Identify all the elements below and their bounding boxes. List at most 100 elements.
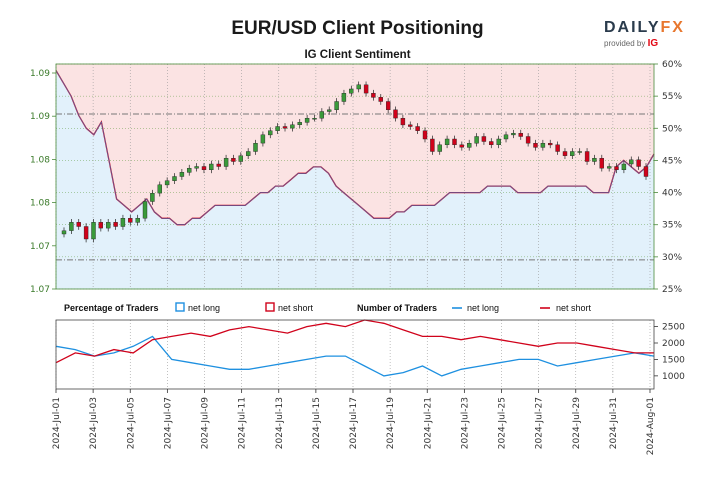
sentiment-tick-label: 55%	[662, 92, 682, 102]
price-tick-label: 1.09	[30, 112, 50, 122]
candle-body	[400, 117, 406, 126]
net-short-zone	[56, 64, 654, 225]
price-panel-border	[55, 63, 655, 290]
candle-body	[113, 222, 118, 227]
candle-body	[209, 163, 214, 171]
candle-body	[327, 109, 332, 112]
candle-body	[164, 180, 170, 186]
net-long-boundary-line	[55, 70, 655, 225]
date-tick-label: 2024-Jul-25	[498, 397, 508, 449]
candle-body	[120, 217, 126, 227]
candle-body	[467, 142, 472, 148]
date-tick-label: 2024-Jul-31	[609, 397, 619, 449]
candle-body	[570, 151, 575, 156]
date-tick-label: 2024-Jul-19	[386, 397, 396, 449]
date-tick-label: 2024-Jul-07	[163, 397, 173, 449]
candle-body	[297, 122, 302, 126]
logo-provided-text: provided by	[604, 39, 646, 48]
date-tick-label: 2024-Jul-29	[572, 397, 582, 449]
legend-number-net-long-label: net long	[467, 303, 499, 313]
candle-body	[216, 163, 221, 167]
candle-body	[304, 117, 310, 123]
date-tick-label: 2024-Jul-01	[52, 397, 62, 449]
candle-body	[312, 117, 317, 120]
candle-body	[319, 111, 324, 119]
traders-tick-label: 1000	[662, 372, 685, 382]
candle-body	[459, 144, 464, 148]
candle-body	[540, 142, 546, 148]
price-tick-label: 1.07	[30, 242, 50, 252]
date-tick-label: 2024-Jul-05	[126, 397, 136, 449]
price-tick-label: 1.08	[30, 155, 50, 165]
candle-body	[629, 159, 634, 165]
logo-provided-by: provided by IG	[604, 38, 694, 49]
candle-body	[356, 84, 361, 90]
legend-net-long-box	[175, 302, 185, 312]
candle-body	[223, 157, 229, 167]
candle-body	[91, 222, 96, 240]
candle-body	[253, 142, 258, 152]
candle-body	[430, 138, 435, 152]
traders-tick-label: 1500	[662, 355, 685, 365]
candle-body	[386, 101, 391, 111]
candle-body	[643, 166, 649, 177]
date-tick-label: 2024-Aug-01	[646, 397, 656, 455]
candle-body	[474, 136, 479, 144]
candle-body	[172, 176, 177, 181]
candle-body	[194, 166, 199, 169]
candle-body	[179, 172, 185, 177]
legend-net-long-label: net long	[188, 303, 220, 313]
candle-body	[496, 138, 501, 146]
candle-body	[607, 166, 612, 169]
candle-body	[61, 230, 67, 235]
candle-body	[363, 84, 369, 94]
candle-body	[636, 159, 641, 167]
date-tick-label: 2024-Jul-27	[535, 397, 545, 449]
legend-number-title: Number of Traders	[357, 303, 437, 313]
candle-body	[142, 201, 148, 219]
candle-body	[408, 124, 413, 127]
logo-ig: IG	[647, 38, 659, 49]
candle-body	[349, 88, 354, 94]
candle-body	[548, 142, 553, 146]
date-tick-label: 2024-Jul-13	[275, 397, 285, 449]
sentiment-tick-label: 50%	[662, 124, 682, 134]
candle-body	[157, 184, 163, 194]
sentiment-tick-label: 45%	[662, 156, 682, 166]
logo-daily: DAILY	[604, 19, 661, 36]
candle-body	[282, 126, 288, 129]
chart-subtitle: IG Client Sentiment	[304, 49, 411, 61]
candle-body	[378, 97, 383, 102]
candle-body	[525, 136, 531, 144]
candle-body	[437, 144, 442, 152]
candle-body	[76, 222, 81, 227]
date-tick-label: 2024-Jul-11	[238, 397, 248, 449]
candle-body	[371, 92, 376, 98]
traders-tick-label: 2500	[662, 323, 685, 333]
candle-body	[415, 126, 420, 131]
date-tick-label: 2024-Jul-21	[423, 397, 433, 449]
candle-body	[245, 151, 251, 156]
candle-body	[481, 136, 487, 142]
candle-body	[577, 151, 582, 153]
candle-body	[201, 166, 207, 170]
candle-body	[98, 222, 104, 229]
legend-number-net-short-label: net short	[556, 303, 592, 313]
sentiment-tick-label: 25%	[662, 285, 682, 295]
candle-body	[518, 132, 523, 137]
logo-wordmark: DAILYFX	[604, 19, 694, 37]
sentiment-tick-label: 30%	[662, 253, 682, 263]
candle-body	[533, 142, 538, 148]
candle-body	[503, 134, 509, 140]
traders-net-short-line	[55, 319, 654, 364]
candle-body	[562, 151, 568, 156]
candle-body	[69, 222, 74, 231]
legend-percentage-title: Percentage of Traders	[64, 303, 159, 313]
logo-fx: FX	[660, 19, 685, 36]
candle-body	[599, 157, 604, 169]
candle-body	[444, 138, 450, 146]
date-tick-label: 2024-Jul-09	[201, 397, 211, 449]
candle-body	[393, 109, 398, 119]
candle-body	[489, 141, 494, 145]
